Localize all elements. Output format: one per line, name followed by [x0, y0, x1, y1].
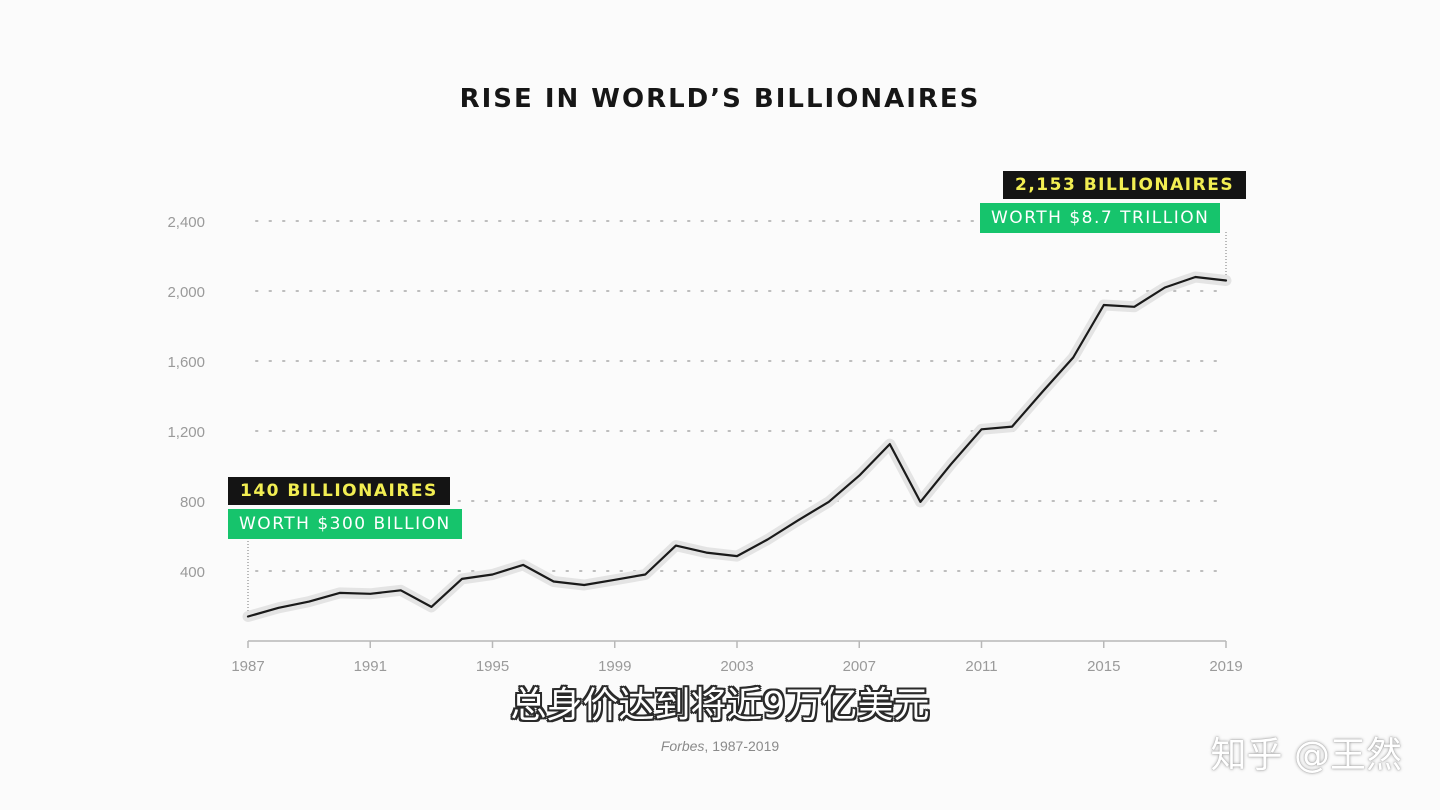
y-tick-label: 1,200 [167, 424, 205, 441]
series-line-halo [242, 271, 1232, 622]
x-tick-label: 2011 [965, 658, 997, 675]
x-tick-label: 1995 [476, 658, 509, 675]
x-tick-label: 2003 [720, 658, 753, 675]
end-worth-label: WORTH $8.7 TRILLION [980, 203, 1221, 233]
axes: 400 800 1,200 1,600 2,000 2,400 1987 1991 1995 19… [167, 214, 1242, 675]
y-tick-label: 2,000 [167, 284, 205, 301]
x-tick-label: 2015 [1087, 658, 1120, 675]
source-note: Forbes, 1987-2019 [0, 738, 1440, 754]
series-line [242, 271, 1232, 622]
start-worth-label: WORTH $300 BILLION [228, 509, 462, 539]
x-tick-label: 1999 [598, 658, 631, 675]
source-name: Forbes [660, 738, 705, 754]
chart-title: RISE IN WORLD’S BILLIONAIRES [459, 84, 981, 114]
watermark: 知乎 @王然 [1210, 735, 1402, 776]
y-tick-label: 800 [180, 494, 205, 511]
series-line-path [246, 275, 1228, 618]
x-tick-label: 2007 [843, 658, 876, 675]
x-tick-label: 1987 [231, 658, 264, 675]
start-count-label: 140 BILLIONAIRES [228, 477, 450, 505]
source-years: , 1987-2019 [704, 738, 780, 754]
y-tick-label: 400 [180, 564, 205, 581]
video-subtitle: 总身价达到将近9万亿美元 [510, 685, 930, 726]
x-tick-label: 2019 [1209, 658, 1242, 675]
y-tick-label: 1,600 [167, 354, 205, 371]
end-count-label: 2,153 BILLIONAIRES [1003, 171, 1247, 199]
x-tick-label: 1991 [354, 658, 387, 675]
y-tick-label: 2,400 [167, 214, 205, 231]
